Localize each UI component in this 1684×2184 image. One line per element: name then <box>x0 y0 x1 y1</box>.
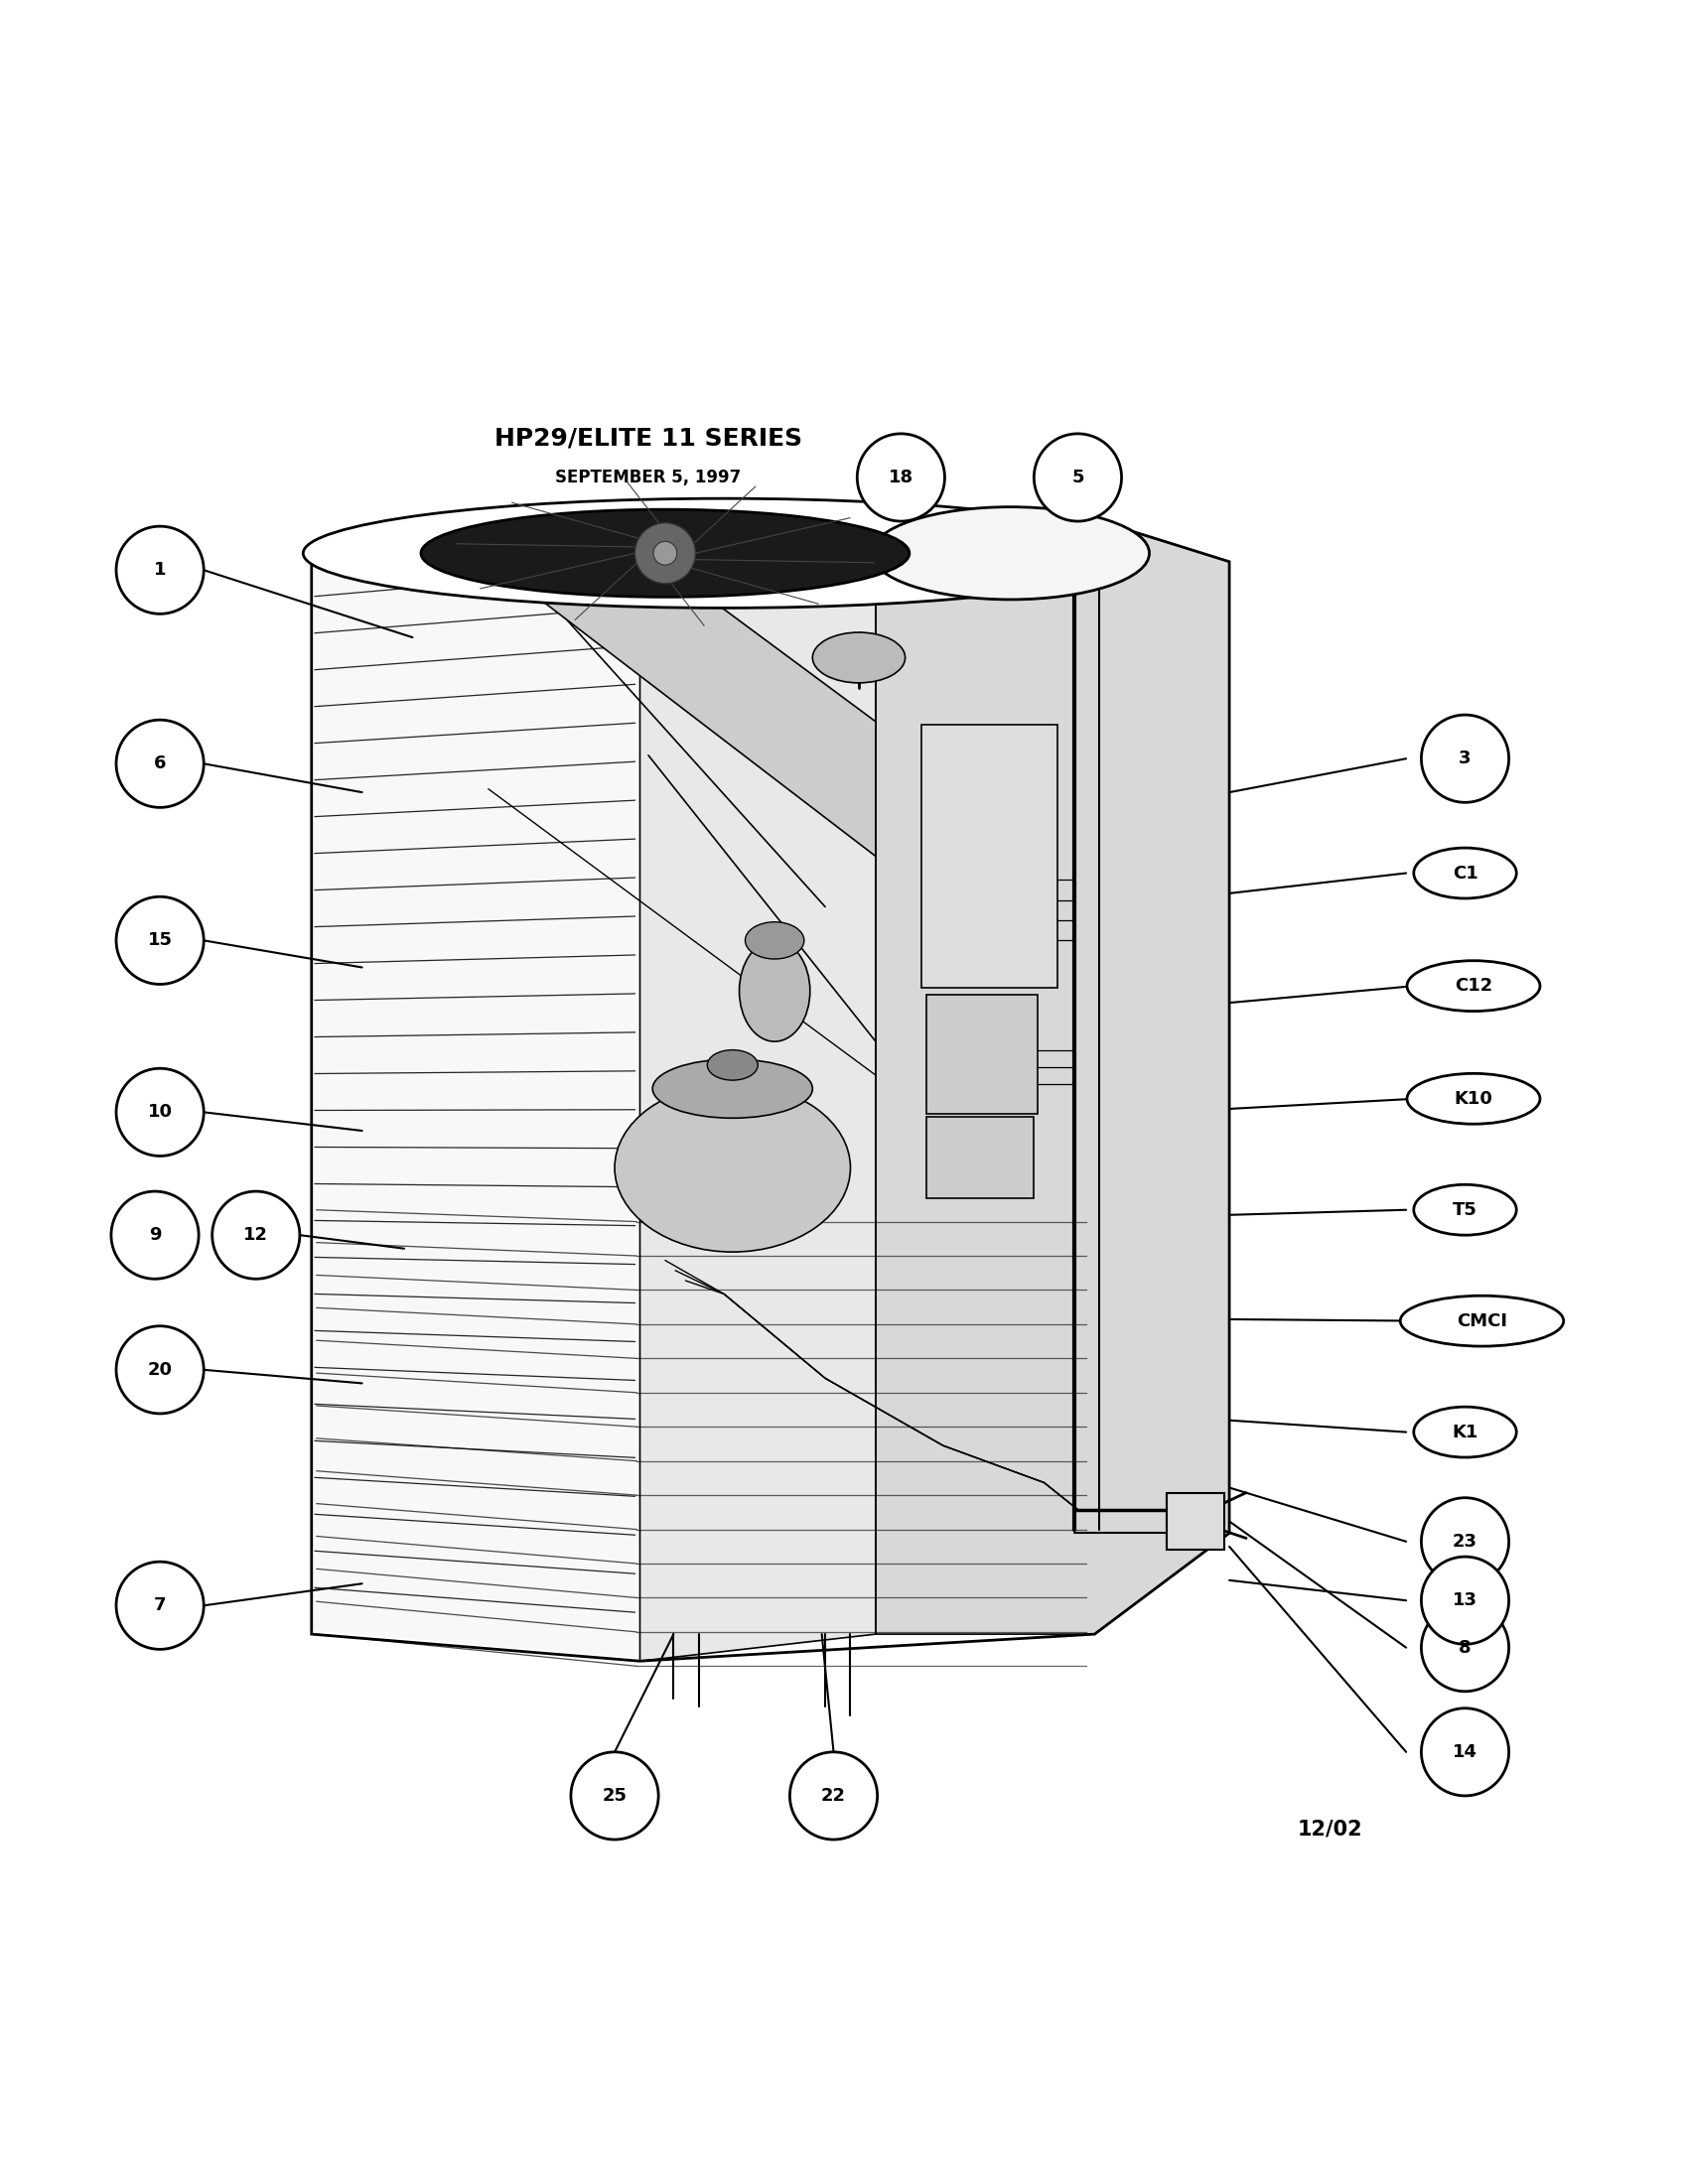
Ellipse shape <box>421 509 909 596</box>
Text: SEPTEMBER 5, 1997: SEPTEMBER 5, 1997 <box>556 470 741 487</box>
Ellipse shape <box>303 498 1145 607</box>
Ellipse shape <box>1413 847 1516 898</box>
Circle shape <box>1421 1603 1509 1690</box>
Text: 6: 6 <box>153 756 167 773</box>
Circle shape <box>116 526 204 614</box>
Text: C1: C1 <box>1452 865 1479 882</box>
Ellipse shape <box>871 507 1148 601</box>
Circle shape <box>116 898 204 985</box>
Circle shape <box>1421 1708 1509 1795</box>
Ellipse shape <box>1408 1075 1541 1125</box>
Text: 13: 13 <box>1453 1592 1477 1610</box>
FancyBboxPatch shape <box>921 725 1058 987</box>
Ellipse shape <box>653 1059 812 1118</box>
Circle shape <box>571 1752 658 1839</box>
Circle shape <box>116 1562 204 1649</box>
Ellipse shape <box>739 941 810 1042</box>
Polygon shape <box>640 520 876 1662</box>
Text: 3: 3 <box>1458 749 1472 767</box>
Circle shape <box>116 721 204 808</box>
Circle shape <box>1421 714 1509 802</box>
Text: T5: T5 <box>1453 1201 1477 1219</box>
Text: 5: 5 <box>1071 470 1084 487</box>
Circle shape <box>635 522 695 583</box>
Text: 25: 25 <box>603 1787 626 1804</box>
Text: CMCI: CMCI <box>1457 1313 1507 1330</box>
Text: 8: 8 <box>1458 1638 1472 1655</box>
Text: 18: 18 <box>889 470 913 487</box>
FancyBboxPatch shape <box>1167 1492 1224 1551</box>
FancyBboxPatch shape <box>926 994 1037 1114</box>
Text: 22: 22 <box>822 1787 845 1804</box>
Circle shape <box>116 1326 204 1413</box>
Text: 23: 23 <box>1453 1533 1477 1551</box>
Polygon shape <box>313 522 637 1658</box>
Circle shape <box>790 1752 877 1839</box>
Ellipse shape <box>812 633 906 684</box>
Text: 20: 20 <box>148 1361 172 1378</box>
Ellipse shape <box>1413 1406 1516 1457</box>
Text: 7: 7 <box>153 1597 167 1614</box>
Polygon shape <box>480 553 876 856</box>
Circle shape <box>1034 435 1122 522</box>
Ellipse shape <box>1413 1184 1516 1236</box>
Text: K10: K10 <box>1455 1090 1492 1107</box>
Text: 9: 9 <box>148 1225 162 1245</box>
Ellipse shape <box>707 1051 758 1081</box>
Text: 15: 15 <box>148 933 172 950</box>
Text: C12: C12 <box>1455 976 1492 996</box>
Circle shape <box>212 1190 300 1280</box>
Ellipse shape <box>1399 1295 1563 1345</box>
Circle shape <box>1421 1498 1509 1586</box>
Text: 12: 12 <box>244 1225 268 1245</box>
Circle shape <box>116 1068 204 1155</box>
Circle shape <box>857 435 945 522</box>
FancyBboxPatch shape <box>926 1118 1034 1199</box>
Ellipse shape <box>615 1083 850 1251</box>
Circle shape <box>653 542 677 566</box>
Text: 14: 14 <box>1453 1743 1477 1760</box>
Circle shape <box>111 1190 199 1280</box>
Text: 1: 1 <box>153 561 167 579</box>
Text: 12/02: 12/02 <box>1298 1819 1362 1839</box>
Polygon shape <box>876 520 1229 1634</box>
Ellipse shape <box>744 922 805 959</box>
Text: HP29/ELITE 11 SERIES: HP29/ELITE 11 SERIES <box>495 426 802 450</box>
Text: 10: 10 <box>148 1103 172 1120</box>
Ellipse shape <box>1408 961 1541 1011</box>
Text: K1: K1 <box>1452 1424 1479 1441</box>
Circle shape <box>1421 1557 1509 1645</box>
